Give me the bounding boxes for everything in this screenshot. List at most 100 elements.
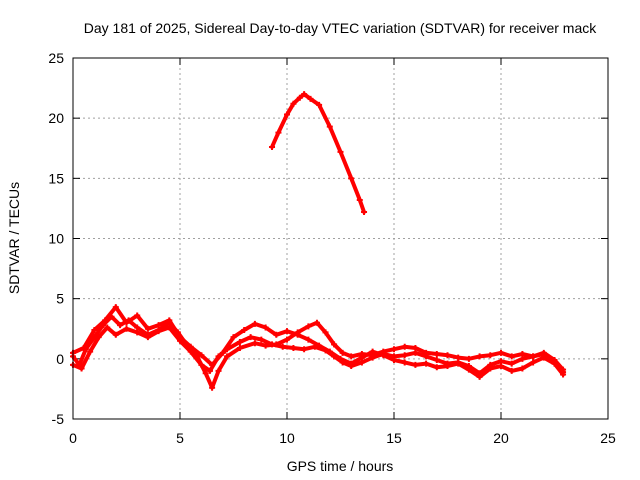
data-point — [296, 94, 303, 101]
data-point — [412, 349, 419, 356]
data-point — [155, 322, 162, 329]
data-point — [348, 353, 355, 360]
data-point — [498, 349, 504, 356]
data-point — [258, 336, 265, 343]
data-point — [187, 343, 194, 350]
data-point — [401, 343, 408, 350]
data-point — [508, 367, 515, 374]
data-point — [206, 367, 213, 374]
data-point — [356, 196, 363, 203]
data-point — [337, 148, 344, 155]
data-point — [331, 341, 338, 348]
data-point — [241, 326, 248, 333]
data-point — [305, 336, 312, 343]
x-tick-label: 25 — [600, 430, 616, 446]
data-point — [476, 373, 483, 380]
y-tick-label: 10 — [48, 231, 64, 247]
data-point — [198, 361, 205, 368]
data-point — [294, 331, 301, 338]
data-point — [519, 365, 526, 372]
data-point — [307, 95, 314, 102]
data-point — [251, 320, 258, 327]
data-point — [305, 323, 312, 330]
data-point — [95, 334, 102, 341]
data-point — [78, 365, 85, 372]
data-point — [560, 371, 567, 378]
data-point — [202, 370, 209, 377]
data-point — [123, 325, 130, 332]
data-point — [236, 338, 243, 345]
data-point — [284, 111, 290, 118]
data-point — [166, 324, 173, 331]
data-point — [433, 351, 440, 358]
data-point — [80, 345, 87, 352]
data-point — [209, 361, 216, 368]
data-point — [284, 336, 290, 343]
data-point — [91, 326, 98, 333]
x-tick-label: 20 — [493, 430, 509, 446]
data-point — [102, 317, 109, 324]
data-point — [177, 334, 183, 341]
data-point — [144, 325, 151, 332]
x-tick-label: 15 — [386, 430, 402, 446]
data-point — [236, 345, 243, 352]
data-point — [112, 304, 119, 311]
data-point — [530, 353, 537, 360]
data-point — [230, 334, 237, 341]
y-axis-label: SDTVAR / TECUs — [6, 182, 22, 294]
data-point — [487, 352, 494, 359]
data-point — [198, 352, 205, 359]
data-point — [313, 319, 320, 326]
data-point — [401, 359, 408, 366]
data-point — [123, 319, 130, 326]
data-point — [275, 129, 282, 136]
data-point — [444, 352, 451, 359]
data-point — [476, 353, 483, 360]
x-tick-label: 0 — [69, 430, 77, 446]
y-tick-label: -5 — [52, 411, 65, 427]
x-tick-label: 10 — [279, 430, 295, 446]
data-point — [134, 312, 141, 319]
data-point — [540, 354, 547, 361]
x-axis-label: GPS time / hours — [287, 458, 394, 474]
data-point — [433, 364, 440, 371]
data-point — [316, 101, 323, 108]
data-point — [326, 348, 333, 355]
data-point — [219, 349, 226, 356]
chart-title: Day 181 of 2025, Sidereal Day-to-day VTE… — [84, 20, 597, 36]
data-point — [465, 366, 472, 373]
data-point — [519, 355, 526, 362]
y-tick-label: 15 — [48, 170, 64, 186]
data-point — [380, 352, 387, 359]
data-point — [316, 342, 323, 349]
data-point — [104, 324, 111, 331]
data-point — [144, 334, 151, 341]
data-point — [369, 348, 376, 355]
data-point — [269, 341, 276, 348]
data-point — [455, 360, 462, 367]
data-point — [301, 91, 308, 98]
data-point — [215, 367, 222, 374]
x-tick-label: 5 — [176, 430, 184, 446]
y-tick-label: 0 — [56, 351, 64, 367]
y-tick-label: 25 — [48, 50, 64, 66]
data-point — [487, 365, 494, 372]
data-point — [465, 355, 472, 362]
data-point — [326, 123, 333, 130]
data-point — [391, 357, 397, 364]
data-point — [290, 345, 297, 352]
data-point — [358, 354, 365, 361]
data-point — [279, 343, 286, 350]
data-point — [423, 353, 430, 360]
data-point — [369, 354, 376, 361]
data-point — [498, 363, 504, 370]
data-point — [290, 100, 297, 107]
data-point — [508, 353, 515, 360]
plot-frame — [72, 57, 609, 420]
data-point — [112, 331, 119, 338]
data-point — [262, 324, 269, 331]
y-tick-label: 20 — [48, 110, 64, 126]
data-point — [87, 348, 94, 355]
data-point — [433, 357, 440, 364]
